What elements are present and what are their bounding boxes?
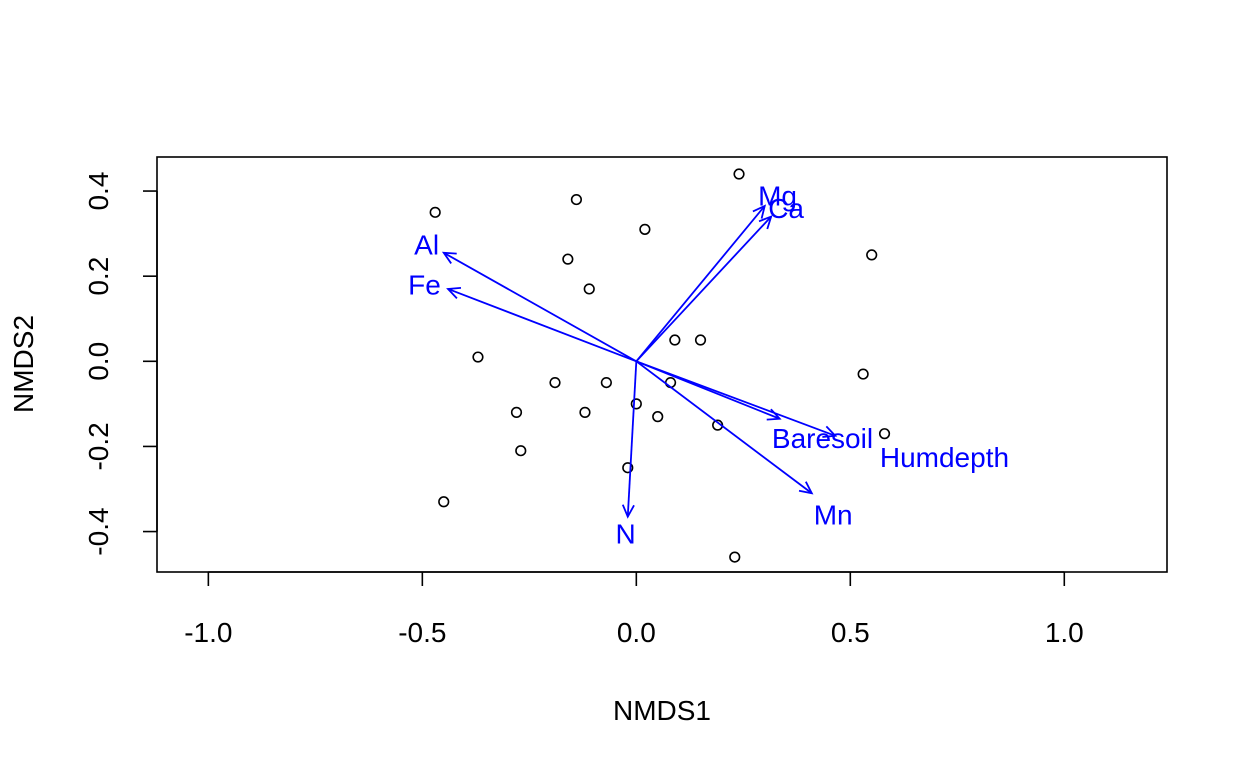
vector-arrow-head — [758, 215, 773, 230]
vector-arrow-head — [441, 251, 457, 264]
vector-al: Al — [414, 229, 637, 363]
vector-arrow-shaft — [447, 288, 637, 363]
vector-label: Humdepth — [880, 442, 1009, 473]
x-tick-label: -0.5 — [398, 617, 446, 648]
y-tick-label: 0.0 — [83, 342, 114, 381]
x-tick-label: 0.0 — [617, 617, 656, 648]
site-point — [652, 411, 664, 423]
site-point — [639, 223, 651, 235]
site-point — [570, 193, 583, 206]
vector-label: Mn — [814, 500, 853, 531]
site-point — [515, 445, 527, 457]
site-point — [583, 283, 595, 295]
site-point — [733, 168, 745, 180]
y-axis-title: NMDS2 — [8, 315, 39, 413]
vector-mn: Mn — [635, 360, 853, 531]
vector-arrow-shaft — [636, 360, 836, 437]
plot-frame — [156, 156, 1168, 573]
y-tick-label: 0.4 — [83, 172, 114, 211]
vector-arrow-head — [446, 286, 462, 300]
vector-fe: Fe — [408, 270, 637, 363]
site-point — [579, 406, 591, 418]
vector-arrow-shaft — [635, 360, 813, 494]
vector-mg: Mg — [635, 180, 797, 362]
vector-humdepth: Humdepth — [636, 360, 1009, 473]
x-axis-title: NMDS1 — [613, 695, 711, 726]
vector-label: Fe — [408, 270, 441, 301]
site-point — [429, 206, 441, 218]
vector-arrow-head — [798, 481, 814, 495]
site-point — [669, 334, 681, 346]
vector-label: Mg — [758, 180, 797, 211]
vector-arrow-head — [621, 504, 635, 519]
vector-arrow-shaft — [443, 251, 637, 363]
vector-arrow-shaft — [635, 205, 766, 362]
vector-label: Ca — [768, 193, 804, 224]
site-point — [549, 376, 561, 389]
vector-label: Baresoil — [772, 423, 873, 454]
site-point — [510, 406, 523, 418]
site-point — [857, 368, 869, 380]
x-axis: -1.0 -0.5 0.0 0.5 1.0 — [184, 571, 1084, 648]
vector-n: N — [616, 361, 638, 550]
x-tick-label: 0.5 — [831, 617, 870, 648]
site-point — [600, 376, 612, 389]
site-point — [472, 351, 484, 363]
vector-arrow-shaft — [635, 215, 772, 362]
site-point — [622, 462, 634, 474]
site-point — [562, 253, 574, 265]
site-point — [694, 334, 707, 346]
vector-label: N — [616, 519, 636, 550]
site-point — [630, 398, 642, 410]
vector-label: Al — [414, 229, 439, 260]
y-tick-label: 0.2 — [83, 257, 114, 296]
y-tick-label: -0.2 — [83, 422, 114, 470]
site-point — [729, 551, 741, 563]
y-axis: -0.4 -0.2 0.0 0.2 0.4 — [83, 172, 158, 556]
vector-arrow-shaft — [626, 361, 638, 517]
y-tick-label: -0.4 — [83, 507, 114, 555]
site-point — [866, 249, 878, 261]
vector-arrow-head — [752, 204, 767, 219]
vector-ca: Ca — [635, 193, 804, 362]
x-tick-label: 1.0 — [1045, 617, 1084, 648]
site-points — [429, 168, 891, 563]
x-tick-label: -1.0 — [184, 617, 232, 648]
site-point — [438, 496, 450, 508]
site-point — [878, 428, 891, 440]
vector-arrow-head — [822, 425, 838, 438]
